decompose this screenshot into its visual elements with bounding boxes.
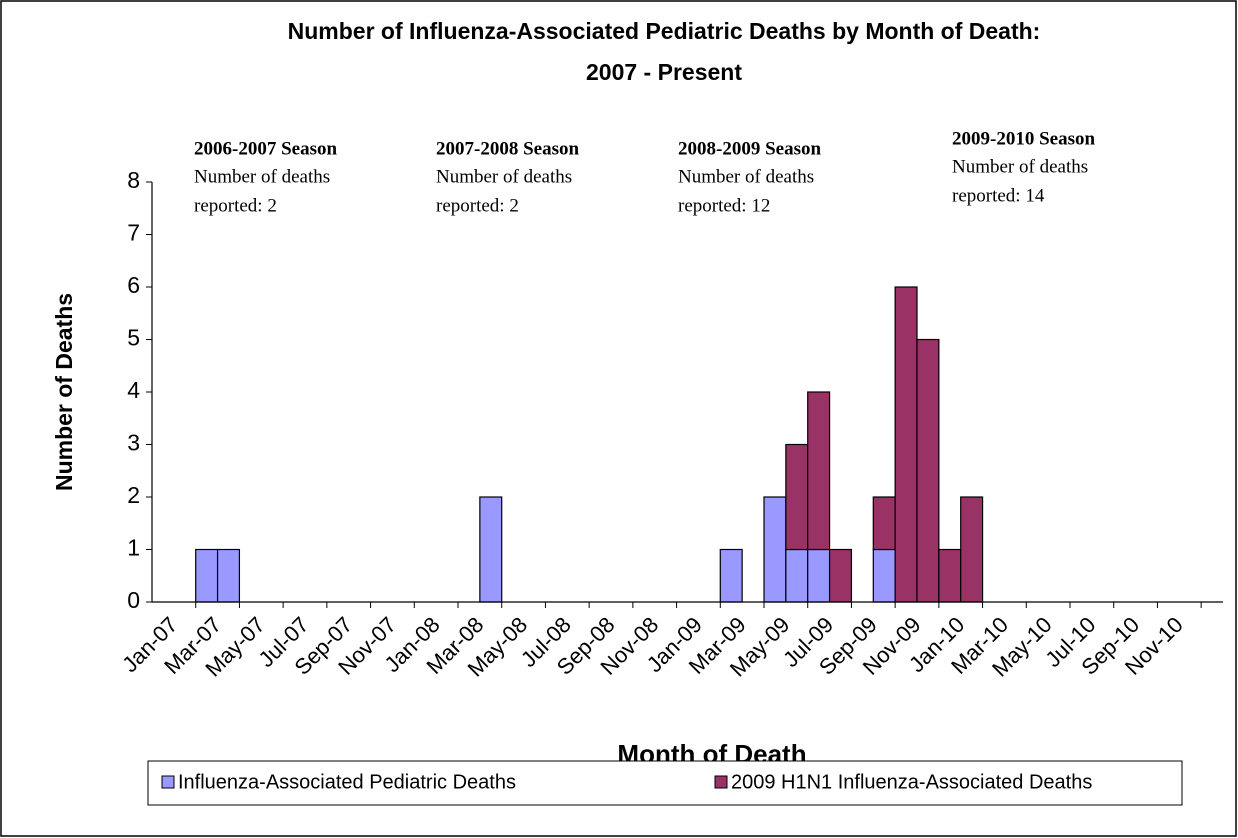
bar [894, 286, 918, 603]
annotation-title: 2009-2010 Season [952, 128, 1095, 149]
y-tick-label: 1 [127, 535, 140, 561]
annotation-title: 2007-2008 Season [436, 138, 579, 159]
legend-label: 2009 H1N1 Influenza-Associated Deaths [731, 771, 1092, 793]
annotation-text: Number of deaths [678, 166, 814, 187]
bar [938, 548, 962, 603]
annotation-text: reported: 2 [436, 195, 519, 216]
bar [872, 496, 896, 551]
legend [147, 760, 1183, 806]
annotation-text: Number of deaths [436, 166, 572, 187]
bar [719, 548, 743, 603]
annotation-text: Number of deaths [952, 156, 1088, 177]
bar [763, 496, 787, 603]
annotation-text: reported: 14 [952, 185, 1045, 206]
legend-label: Influenza-Associated Pediatric Deaths [178, 771, 516, 793]
legend-swatch [161, 775, 175, 789]
y-tick-label: 5 [127, 325, 140, 351]
bar [916, 338, 940, 603]
bar [216, 548, 241, 603]
legend-swatch [714, 775, 728, 789]
y-tick-label: 7 [127, 220, 140, 246]
annotation-text: reported: 12 [678, 195, 770, 216]
y-axis-title: Number of Deaths [51, 293, 77, 491]
chart-title: Number of Influenza-Associated Pediatric… [288, 18, 1041, 44]
bar [479, 496, 503, 603]
bar [195, 548, 219, 603]
bar [785, 548, 809, 603]
bar [872, 548, 896, 603]
y-tick-label: 2 [127, 482, 140, 508]
bar [828, 548, 853, 603]
annotation-text: Number of deaths [194, 166, 330, 187]
bar [807, 548, 831, 603]
bar [807, 391, 831, 551]
annotation-title: 2006-2007 Season [194, 138, 337, 159]
bar [960, 496, 984, 603]
y-tick-label: 6 [127, 272, 140, 298]
chart-title: 2007 - Present [586, 59, 742, 85]
y-tick-label: 0 [127, 587, 140, 613]
y-tick-label: 4 [127, 377, 140, 403]
bar [785, 443, 809, 551]
y-tick-label: 3 [127, 430, 140, 456]
annotation-title: 2008-2009 Season [678, 138, 821, 159]
annotation-text: reported: 2 [194, 195, 277, 216]
y-tick-label: 8 [127, 167, 140, 193]
